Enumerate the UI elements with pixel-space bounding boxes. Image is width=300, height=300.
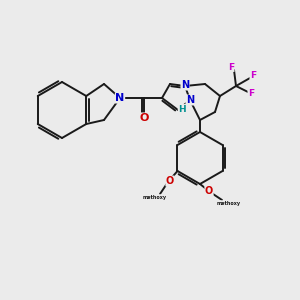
Text: N: N xyxy=(181,80,189,90)
Text: O: O xyxy=(205,186,213,196)
Text: N: N xyxy=(116,93,124,103)
Text: F: F xyxy=(228,62,234,71)
Text: H: H xyxy=(178,104,186,113)
Text: methoxy: methoxy xyxy=(143,194,167,200)
Text: O: O xyxy=(166,176,174,186)
Text: O: O xyxy=(139,113,149,123)
Text: methoxy: methoxy xyxy=(217,200,241,206)
Text: F: F xyxy=(248,89,254,98)
Text: N: N xyxy=(186,95,194,105)
Text: F: F xyxy=(250,70,256,80)
